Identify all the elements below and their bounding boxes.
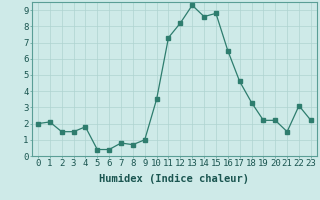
X-axis label: Humidex (Indice chaleur): Humidex (Indice chaleur): [100, 174, 249, 184]
